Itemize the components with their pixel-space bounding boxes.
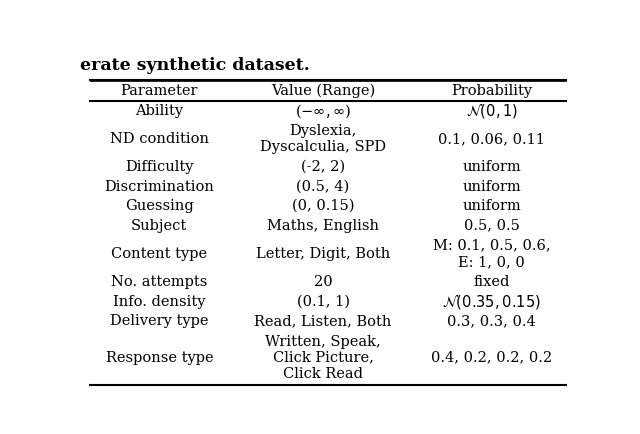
Text: (0, 0.15): (0, 0.15)	[292, 199, 355, 213]
Text: Parameter: Parameter	[120, 84, 198, 98]
Text: Subject: Subject	[131, 219, 188, 233]
Text: 20: 20	[314, 275, 332, 289]
Text: Read, Listen, Both: Read, Listen, Both	[254, 314, 392, 328]
Text: uniform: uniform	[462, 160, 521, 174]
Text: Ability: Ability	[135, 104, 184, 118]
Text: $\mathcal{N}(0, 1)$: $\mathcal{N}(0, 1)$	[465, 102, 518, 120]
Text: No. attempts: No. attempts	[111, 275, 207, 289]
Text: uniform: uniform	[462, 180, 521, 194]
Text: Delivery type: Delivery type	[110, 314, 209, 328]
Text: 0.5, 0.5: 0.5, 0.5	[464, 219, 520, 233]
Text: Written, Speak,
Click Picture,
Click Read: Written, Speak, Click Picture, Click Rea…	[265, 335, 381, 381]
Text: Dyslexia,
Dyscalculia, SPD: Dyslexia, Dyscalculia, SPD	[260, 124, 386, 154]
Text: $\mathcal{N}(0.35, 0.15)$: $\mathcal{N}(0.35, 0.15)$	[442, 293, 541, 311]
Text: 0.4, 0.2, 0.2, 0.2: 0.4, 0.2, 0.2, 0.2	[431, 351, 552, 365]
Text: Content type: Content type	[111, 247, 207, 261]
Text: fixed: fixed	[474, 275, 510, 289]
Text: (0.1, 1): (0.1, 1)	[296, 295, 349, 309]
Text: (-2, 2): (-2, 2)	[301, 160, 345, 174]
Text: Response type: Response type	[106, 351, 213, 365]
Text: erate synthetic dataset.: erate synthetic dataset.	[80, 57, 310, 74]
Text: uniform: uniform	[462, 199, 521, 213]
Text: Info. density: Info. density	[113, 295, 205, 309]
Text: Discrimination: Discrimination	[104, 180, 214, 194]
Text: ($-\infty, \infty$): ($-\infty, \infty$)	[295, 102, 351, 120]
Text: Guessing: Guessing	[125, 199, 194, 213]
Text: 0.3, 0.3, 0.4: 0.3, 0.3, 0.4	[447, 314, 536, 328]
Text: Value (Range): Value (Range)	[271, 83, 375, 98]
Text: Maths, English: Maths, English	[267, 219, 379, 233]
Text: (0.5, 4): (0.5, 4)	[296, 180, 349, 194]
Text: Letter, Digit, Both: Letter, Digit, Both	[256, 247, 390, 261]
Text: M: 0.1, 0.5, 0.6,
E: 1, 0, 0: M: 0.1, 0.5, 0.6, E: 1, 0, 0	[433, 239, 550, 269]
Text: ND condition: ND condition	[110, 132, 209, 146]
Text: 0.1, 0.06, 0.11: 0.1, 0.06, 0.11	[438, 132, 545, 146]
Text: Probability: Probability	[451, 84, 532, 98]
Text: Difficulty: Difficulty	[125, 160, 194, 174]
